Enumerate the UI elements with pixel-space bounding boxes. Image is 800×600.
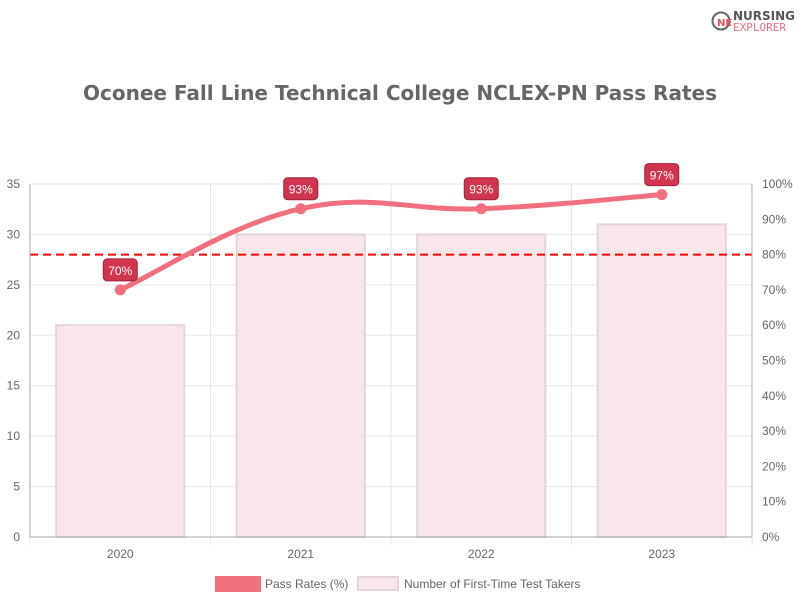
left-tick-label: 10 [7,429,21,443]
left-tick-label: 25 [7,278,21,292]
right-tick-label: 10% [762,495,786,509]
right-tick-label: 90% [762,212,786,226]
pass-rate-point [656,189,668,201]
x-tick-label: 2020 [107,547,134,561]
legend-swatch-test-takers [357,576,399,591]
left-tick-label: 35 [7,177,21,191]
x-tick-label: 2023 [648,547,675,561]
logo-line2: EXPLORER [733,21,786,34]
bar [235,233,366,539]
logo-icon [711,11,731,31]
legend-label-test-takers: Number of First-Time Test Takers [404,577,580,591]
right-tick-label: 50% [762,354,786,368]
logo-line1: NURSING [733,9,795,23]
pass-rate-point [114,284,126,296]
left-tick-label: 30 [7,227,21,241]
pass-rate-point [295,203,307,215]
data-label-box [102,258,138,282]
right-tick-label: 0% [762,530,780,544]
bar [55,324,186,539]
right-tick-label: 30% [762,424,786,438]
pass-rate-line [119,192,662,293]
logo-icon-letters: NE [717,18,732,29]
right-tick-label: 100% [762,177,793,191]
logo: NE NURSING EXPLORER [711,9,795,34]
data-label: 97% [650,169,674,183]
bar [596,223,727,538]
data-label-box [644,163,680,187]
left-tick-label: 5 [13,480,20,494]
right-tick-label: 70% [762,283,786,297]
bar [416,233,547,539]
right-tick-label: 40% [762,389,786,403]
data-label: 93% [469,183,493,197]
left-tick-label: 0 [13,530,20,544]
legend-swatch-pass-rates [215,576,261,592]
data-label: 93% [289,183,313,197]
legend-label-pass-rates: Pass Rates (%) [265,577,348,591]
right-tick-label: 20% [762,459,786,473]
data-label-box [463,177,499,201]
right-tick-label: 60% [762,318,786,332]
data-label: 70% [108,264,132,278]
data-label-box [283,177,319,201]
pass-rate-point [475,203,487,215]
left-tick-label: 15 [7,379,21,393]
x-tick-label: 2021 [287,547,314,561]
x-tick-label: 2022 [468,547,495,561]
right-tick-label: 80% [762,248,786,262]
left-tick-label: 20 [7,328,21,342]
chart-title: Oconee Fall Line Technical College NCLEX… [83,81,717,105]
